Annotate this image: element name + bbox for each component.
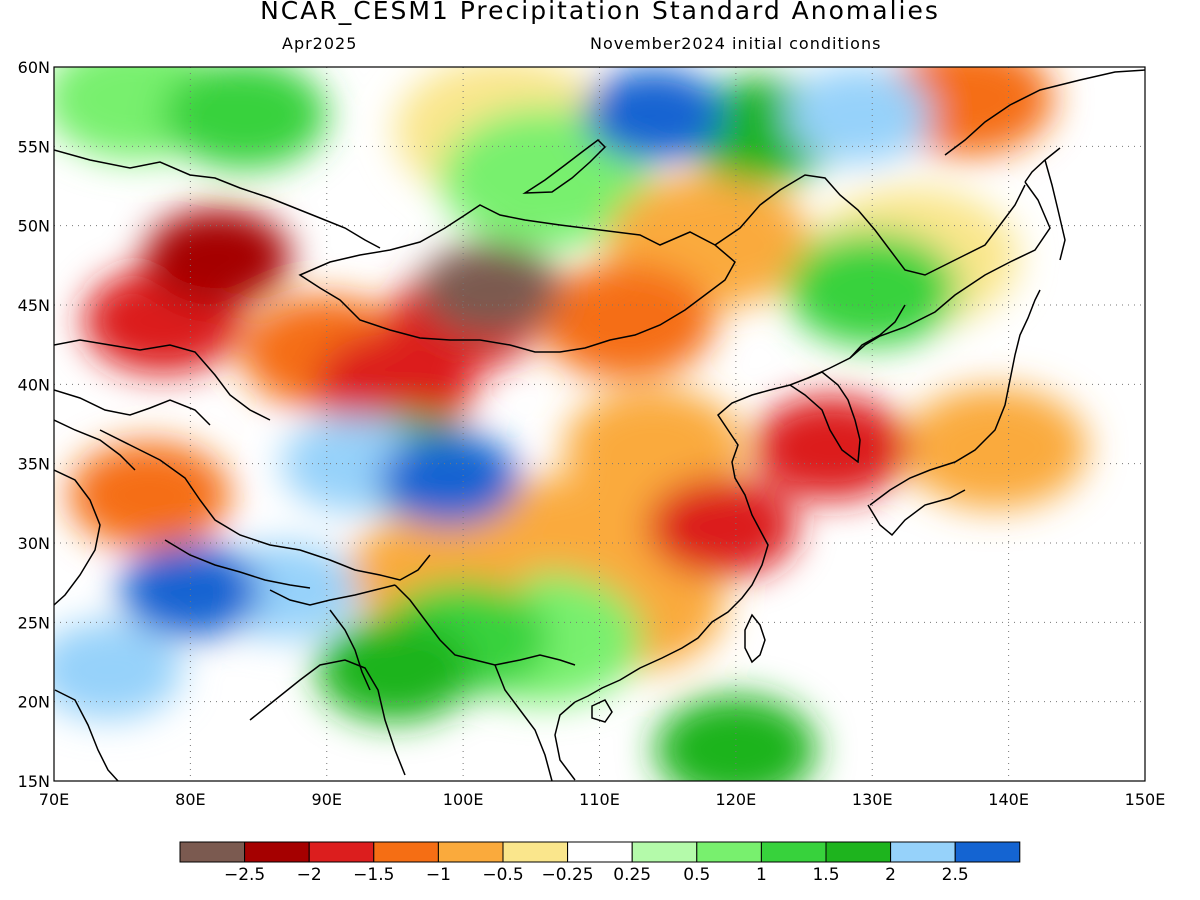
coastline-china-east	[574, 181, 1051, 703]
anomaly-region	[162, 67, 328, 170]
longitude-tick-label: 140E	[988, 790, 1029, 809]
latitude-tick-label: 60N	[18, 58, 50, 77]
coastline-hainan	[591, 699, 613, 723]
lake-baikal	[522, 139, 607, 194]
colorbar-tick-label: 2.5	[942, 865, 969, 885]
forecast-month: Apr2025	[282, 34, 358, 53]
anomaly-region	[379, 432, 520, 527]
longitude-tick-label: 90E	[312, 790, 342, 809]
anomaly-region	[68, 441, 231, 550]
colorbar-tick-label: −0.5	[482, 865, 523, 885]
colorbar-tick-label: 1.5	[812, 865, 839, 885]
latitude-tick-label: 15N	[18, 772, 50, 791]
border-kazakh-south	[54, 389, 211, 426]
colorbar-swatch	[567, 841, 633, 863]
axis-labels: 70E 80E 90E 100E 110E 120E 130E 140E 150E 60N 55N 5…	[18, 58, 1166, 809]
anomaly-region	[54, 620, 183, 720]
latitude-tick-label: 40N	[18, 375, 50, 394]
border-mongolia	[298, 204, 736, 353]
latitude-tick-label: 35N	[18, 455, 50, 474]
colorbar-swatch	[954, 841, 1021, 863]
plot-frame	[53, 66, 1146, 782]
colorbar-tick-label: −1	[426, 865, 451, 885]
coastline-taiwan	[744, 613, 766, 664]
longitude-tick-label: 100E	[443, 790, 484, 809]
anomaly-region	[538, 262, 715, 380]
colorbar-swatch	[825, 841, 892, 863]
anomaly-region	[753, 395, 910, 501]
longitude-tick-label: 150E	[1125, 790, 1166, 809]
colorbar-tick-label: 2	[885, 865, 896, 885]
coastline-bengal-north	[249, 659, 406, 776]
latitude-tick-label: 20N	[18, 693, 50, 712]
colorbar-tick-label: 0.5	[683, 865, 710, 885]
border-afghanistan	[54, 419, 136, 471]
anomaly-region	[120, 543, 261, 638]
colorbar-swatch	[760, 841, 827, 863]
border-india-myanmar	[329, 609, 371, 691]
colorbar-swatch	[696, 841, 762, 863]
border-china-korea	[849, 304, 906, 359]
colorbar-tick-label: −0.25	[542, 865, 594, 885]
color-scale-bar: −2.5 −2 −1.5 −1 −0.5 −0.25 0.25 0.5 1 1.5 2 2.5	[179, 841, 1021, 885]
anomaly-region	[316, 617, 474, 723]
border-tibet-south	[164, 539, 311, 589]
colorbar-swatch	[308, 841, 375, 863]
border-central-asia	[54, 339, 271, 421]
anomaly-region	[420, 242, 561, 336]
colorbar-swatch	[502, 841, 569, 863]
border-himalaya	[99, 429, 431, 581]
latitude-tick-label: 55N	[18, 137, 50, 156]
coastline-okhotsk	[944, 69, 1145, 156]
colorbar-swatch	[373, 841, 439, 863]
latitude-tick-label: 30N	[18, 534, 50, 553]
colorbar-tick-label: −2	[297, 865, 322, 885]
border-india-pakistan	[54, 469, 101, 606]
coastline-indochina	[554, 701, 576, 781]
anomaly-region	[785, 67, 932, 164]
colorbar-swatch	[631, 841, 698, 863]
colorbar-tick-label: 0.25	[613, 865, 651, 885]
longitude-tick-label: 130E	[852, 790, 893, 809]
latitude-tick-label: 50N	[18, 217, 50, 236]
border-kazakhstan-russia	[54, 149, 381, 249]
coastlines	[54, 69, 1145, 781]
colorbar-swatch	[179, 841, 246, 863]
anomaly-region	[439, 108, 650, 249]
longitude-tick-label: 70E	[39, 790, 69, 809]
anomaly-region	[564, 387, 745, 508]
island-sakhalin	[1044, 159, 1066, 261]
colorbar-tick-label: −1.5	[353, 865, 394, 885]
initial-conditions: November2024 initial conditions	[590, 34, 882, 53]
latitude-tick-label: 45N	[18, 296, 50, 315]
border-laos-vietnam	[494, 664, 553, 781]
colorbar-tick-label: 1	[756, 865, 767, 885]
colorbar-swatch	[437, 841, 504, 863]
coastline-kamchatka-bay	[1024, 147, 1061, 183]
coastline-japan	[869, 289, 1041, 506]
latitude-tick-label: 25N	[18, 613, 50, 632]
colorbar-swatch	[244, 841, 310, 863]
border-myanmar-china	[394, 584, 576, 666]
anomaly-field	[54, 67, 1088, 781]
country-borders	[54, 149, 1026, 781]
border-russia-china-ne	[714, 174, 1026, 276]
anomaly-region	[902, 386, 1088, 510]
border-nepal-bhutan	[269, 584, 396, 606]
anomaly-region	[654, 695, 817, 781]
map-title: NCAR_CESM1 Precipitation Standard Anomal…	[260, 0, 940, 25]
longitude-tick-label: 110E	[579, 790, 620, 809]
colorbar-tick-label: −2.5	[224, 865, 265, 885]
longitude-tick-label: 80E	[175, 790, 205, 809]
coastline-japan-south	[867, 489, 966, 537]
anomaly-region	[647, 477, 798, 578]
coastline-bay-of-bengal	[54, 689, 119, 781]
longitude-tick-label: 120E	[716, 790, 757, 809]
coastline-korea	[789, 371, 861, 464]
anomaly-region	[144, 208, 291, 307]
anomaly-region	[584, 67, 725, 162]
colorbar-swatch	[890, 841, 956, 863]
graticule	[54, 67, 1145, 781]
